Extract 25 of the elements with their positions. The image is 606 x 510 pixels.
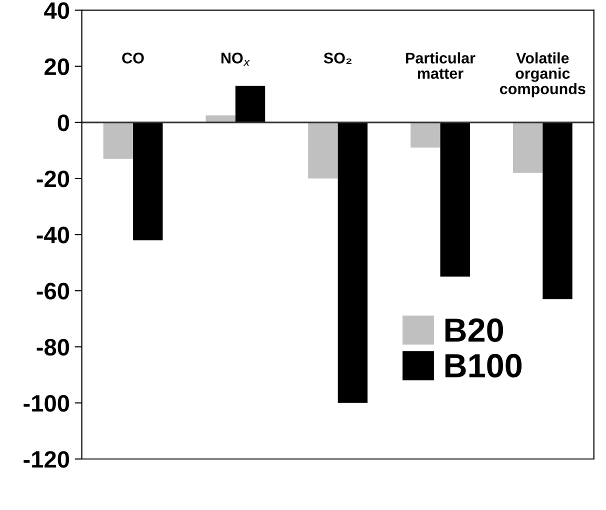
bar	[338, 122, 368, 403]
y-tick-label: -60	[36, 282, 70, 300]
bar	[308, 122, 338, 178]
y-tick-label: 0	[58, 114, 70, 132]
y-tick-label: 40	[44, 2, 70, 19]
y-tick-label: -120	[24, 451, 70, 468]
bar	[103, 122, 134, 159]
y-tick-label: -100	[24, 394, 70, 412]
x-tick-label: CO	[122, 52, 144, 64]
y-tick-label: -80	[36, 338, 70, 356]
bar	[133, 122, 163, 240]
y-tick-label: -40	[36, 226, 70, 244]
y-tick-label: 20	[44, 58, 70, 76]
bar	[512, 122, 543, 173]
bar	[440, 122, 470, 277]
y-tick-label: -20	[36, 170, 70, 188]
legend-label: B100	[445, 354, 522, 378]
x-tick-label: Particular matter	[406, 52, 476, 79]
x-tick-label: Volatile organic compounds	[500, 52, 586, 98]
legend-label: B20	[445, 318, 504, 342]
bar	[410, 122, 440, 148]
x-tick-label: NO$_{x}$	[221, 52, 250, 66]
bar	[542, 122, 572, 300]
x-tick-label: SO₂	[324, 52, 352, 64]
bar	[235, 86, 266, 122]
